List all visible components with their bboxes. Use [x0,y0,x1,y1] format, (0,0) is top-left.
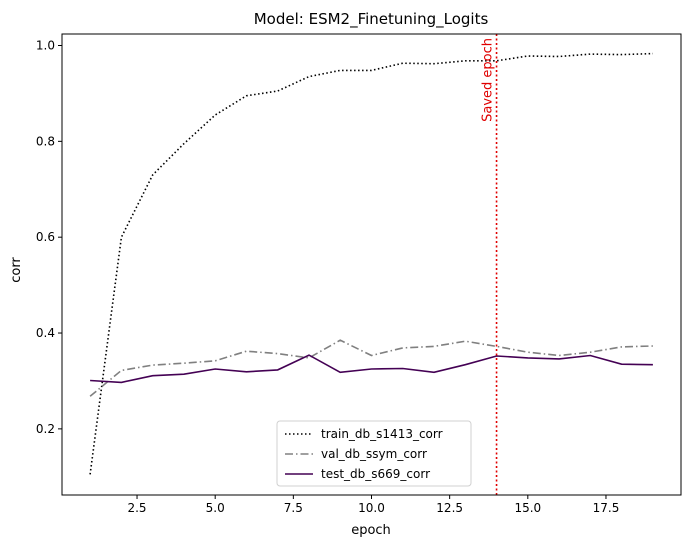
x-tick-label: 2.5 [127,501,146,515]
x-tick-label: 5.0 [206,501,225,515]
y-tick-label: 0.2 [36,422,55,436]
y-axis-label: corr [9,257,24,283]
y-tick-label: 0.4 [36,326,55,340]
y-tick-label: 1.0 [36,39,55,53]
series-line-val_db_ssym_corr [89,339,653,397]
plot-area: Saved epoch 2.5 5.0 7.5 10.0 12.5 15.0 17.5 0.2 0… [36,33,682,515]
x-tick-label: 15.0 [514,501,541,515]
chart-title: Model: ESM2_Finetuning_Logits [254,10,489,29]
legend-box [276,420,472,487]
x-axis-label: epoch [351,523,391,538]
x-tick-label: 12.5 [436,501,463,515]
legend-entry-test_db_s669_corr: test_db_s669_corr [321,467,430,481]
legend-entry-train_db_s1413_corr: train_db_s1413_corr [321,427,443,441]
series-line-test_db_s669_corr [90,354,653,384]
legend-entry-val_db_ssym_corr: val_db_ssym_corr [321,447,427,461]
series-line-train_db_s1413_corr [89,52,653,475]
y-tick-label: 0.6 [36,230,55,244]
x-tick-label: 10.0 [358,501,385,515]
x-tick-label: 7.5 [284,501,303,515]
x-tick-label: 17.5 [593,501,620,515]
saved-epoch-label: Saved epoch [481,38,496,122]
y-tick-label: 0.8 [36,134,55,148]
